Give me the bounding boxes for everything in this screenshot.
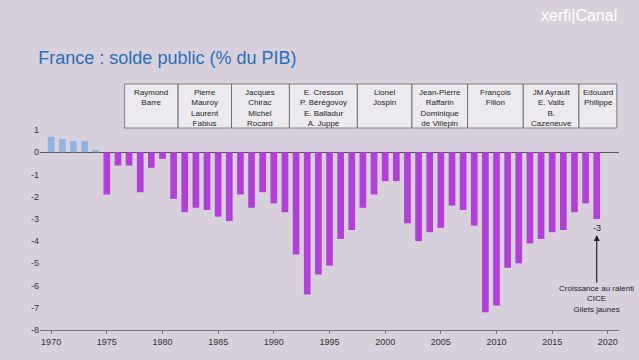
svg-text:1975: 1975 bbox=[97, 337, 117, 347]
svg-text:-4: -4 bbox=[31, 236, 39, 246]
svg-text:2015: 2015 bbox=[542, 337, 562, 347]
svg-text:JM AyraultE. VallsB.Cazeneuve: JM AyraultE. VallsB.Cazeneuve bbox=[531, 88, 572, 128]
svg-text:France : solde public (% du PI: France : solde public (% du PIB) bbox=[38, 48, 296, 68]
svg-text:2000: 2000 bbox=[375, 337, 395, 347]
svg-text:EdouardPhilippe: EdouardPhilippe bbox=[583, 88, 613, 107]
svg-text:Jean-PierreRaffarinDominiquede: Jean-PierreRaffarinDominiquede Villepin bbox=[419, 88, 461, 128]
svg-text:PierreMauroyLaurentFabius: PierreMauroyLaurentFabius bbox=[191, 88, 219, 128]
svg-text:2010: 2010 bbox=[487, 337, 507, 347]
svg-text:-1: -1 bbox=[31, 170, 39, 180]
svg-text:Croissance au ralentiCICEGilet: Croissance au ralentiCICEGilets jaunes bbox=[559, 284, 634, 314]
svg-text:-7: -7 bbox=[31, 303, 39, 313]
svg-text:1980: 1980 bbox=[152, 337, 172, 347]
svg-text:2005: 2005 bbox=[431, 337, 451, 347]
svg-text:-8: -8 bbox=[31, 325, 39, 335]
svg-text:-3: -3 bbox=[593, 223, 601, 233]
svg-text:2020: 2020 bbox=[598, 337, 618, 347]
svg-text:xerfi|Canal: xerfi|Canal bbox=[541, 7, 617, 24]
svg-text:LionelJospin: LionelJospin bbox=[373, 88, 396, 107]
svg-text:-3: -3 bbox=[31, 214, 39, 224]
svg-text:-5: -5 bbox=[31, 258, 39, 268]
svg-text:1970: 1970 bbox=[41, 337, 61, 347]
svg-text:0: 0 bbox=[34, 147, 39, 157]
svg-text:JacquesChiracMichelRocard: JacquesChiracMichelRocard bbox=[245, 88, 275, 128]
svg-text:E. CressonP. BérégovoyE. Balla: E. CressonP. BérégovoyE. BalladurA. Jupp… bbox=[300, 88, 347, 128]
svg-text:-2: -2 bbox=[31, 192, 39, 202]
svg-text:1985: 1985 bbox=[208, 337, 228, 347]
svg-text:RaymondBarre: RaymondBarre bbox=[134, 88, 168, 107]
svg-text:FrançoisFillon: FrançoisFillon bbox=[480, 88, 511, 107]
svg-text:-6: -6 bbox=[31, 281, 39, 291]
svg-text:1: 1 bbox=[34, 125, 39, 135]
svg-text:1995: 1995 bbox=[319, 337, 339, 347]
svg-text:1990: 1990 bbox=[264, 337, 284, 347]
